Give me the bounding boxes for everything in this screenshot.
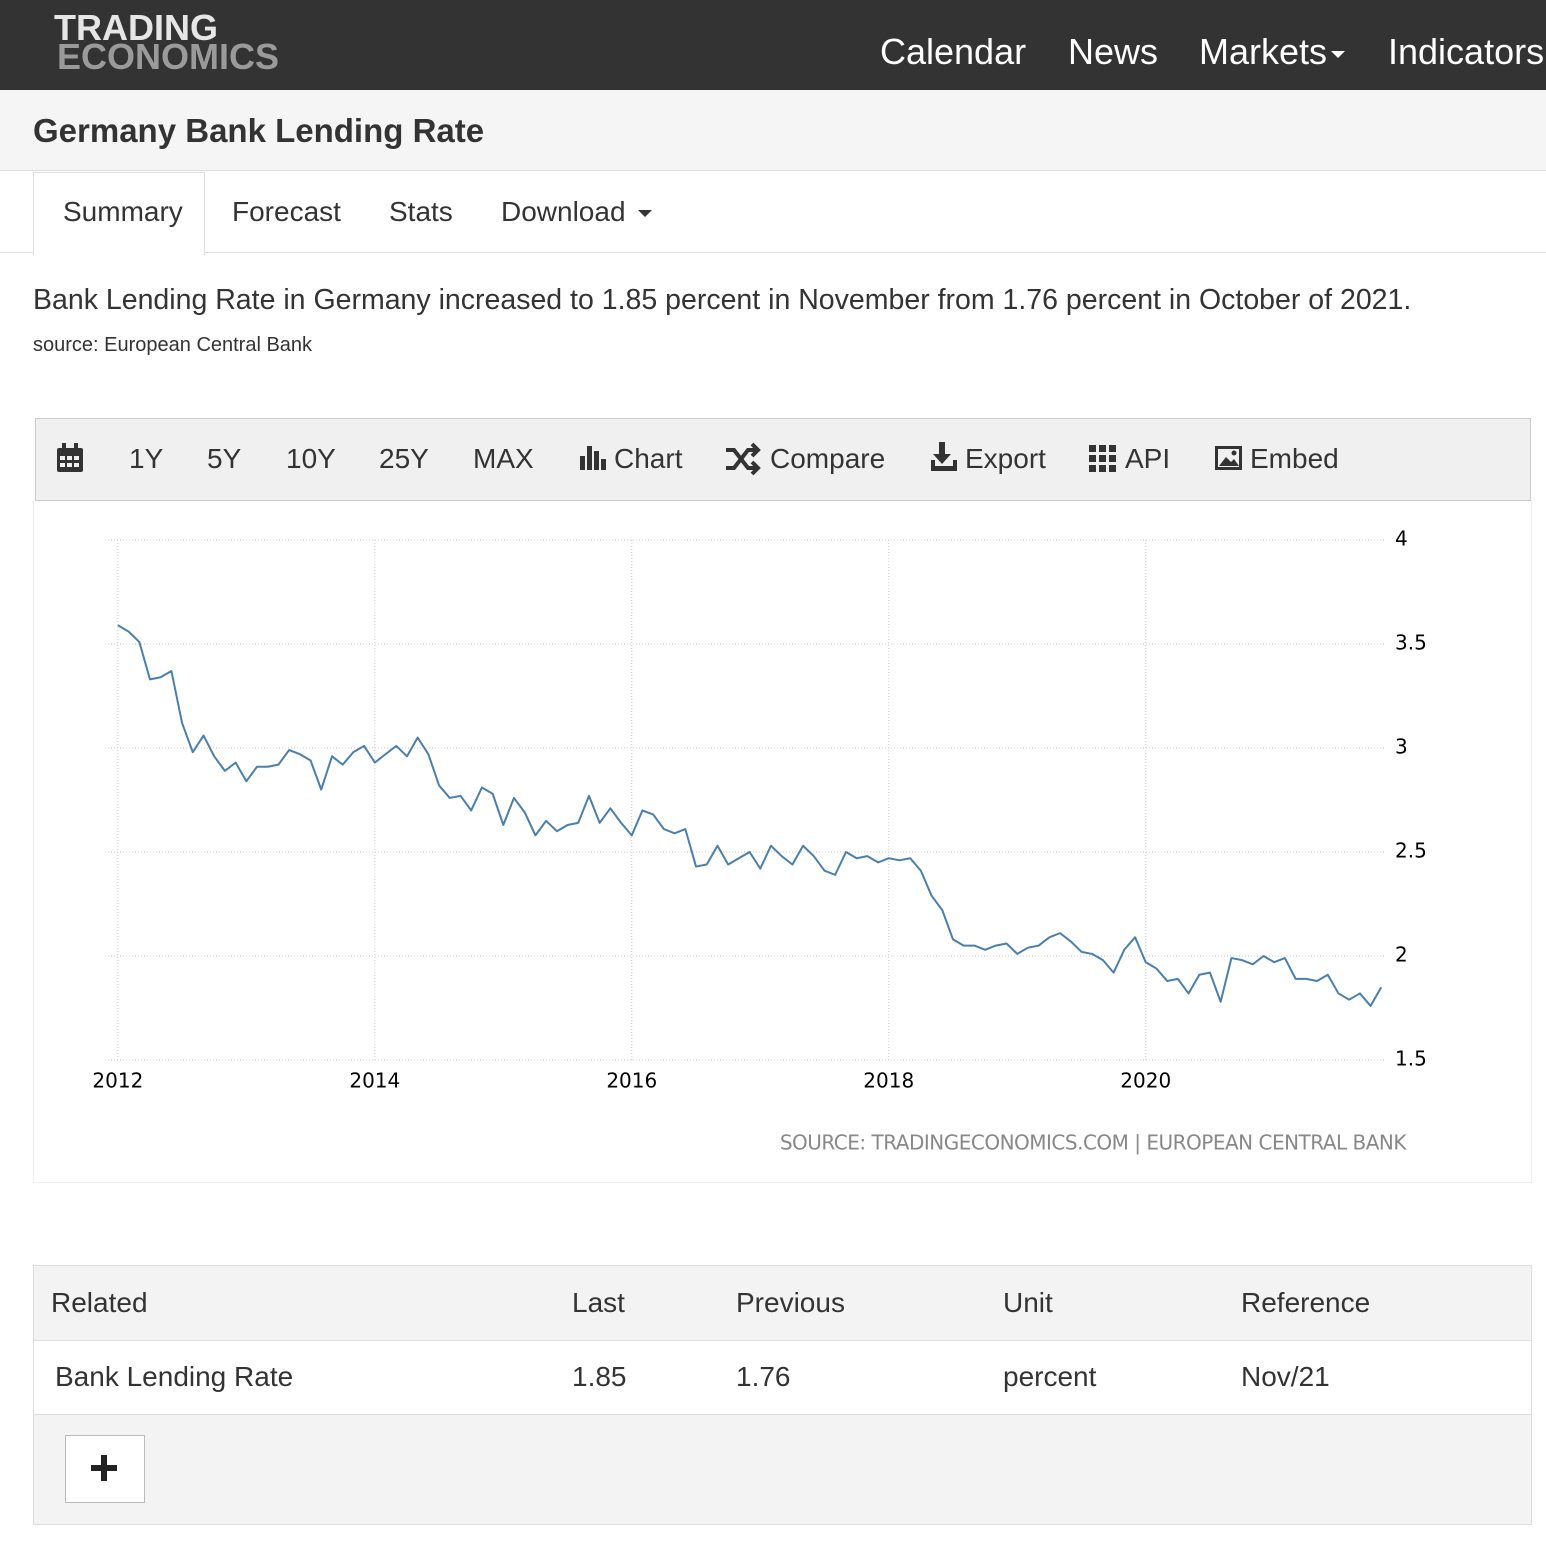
table-header: Related bbox=[51, 1287, 148, 1318]
y-tick-label: 3 bbox=[1395, 735, 1408, 759]
tool-button[interactable]: Chart bbox=[614, 443, 683, 474]
y-tick-label: 4 bbox=[1395, 527, 1408, 551]
range-button[interactable]: 10Y bbox=[286, 443, 336, 474]
x-tick-label: 2020 bbox=[1120, 1069, 1171, 1093]
chart-icon bbox=[580, 446, 606, 470]
chart-credit: SOURCE: TRADINGECONOMICS.COM | EUROPEAN … bbox=[780, 1131, 1408, 1155]
chart: SOURCE: TRADINGECONOMICS.COM | EUROPEAN … bbox=[33, 500, 1532, 1183]
tool-button[interactable]: Embed bbox=[1250, 443, 1339, 474]
active-tab bbox=[33, 172, 205, 255]
nav-link[interactable]: News bbox=[1068, 31, 1159, 72]
nav-link[interactable]: Calendar bbox=[880, 31, 1027, 72]
x-tick-label: 2012 bbox=[92, 1069, 143, 1093]
summary-text: Bank Lending Rate in Germany increased t… bbox=[33, 284, 1412, 316]
title-bar: Germany Bank Lending Rate bbox=[0, 90, 1546, 171]
page-title: Germany Bank Lending Rate bbox=[33, 112, 485, 149]
y-tick-label: 1.5 bbox=[1395, 1047, 1427, 1071]
tab-text: Download bbox=[501, 196, 626, 227]
tabs-line bbox=[0, 252, 1546, 253]
navbar: TRADING ECONOMICS Calendar News Markets … bbox=[0, 0, 1546, 90]
caret bbox=[1331, 50, 1346, 58]
plus-icon bbox=[101, 1455, 107, 1481]
add-button[interactable] bbox=[65, 1435, 145, 1503]
tool-button[interactable]: Compare bbox=[770, 443, 886, 474]
range-button[interactable]: MAX bbox=[473, 443, 534, 474]
tool-button[interactable]: API bbox=[1125, 443, 1171, 474]
data-line bbox=[117, 624, 1383, 1007]
tab[interactable]: Summary bbox=[63, 196, 183, 227]
table-header: Reference bbox=[1241, 1287, 1371, 1318]
table-header: Last bbox=[572, 1287, 625, 1318]
table-cell: 1.85 bbox=[572, 1361, 627, 1392]
nav-link[interactable]: Indicators bbox=[1388, 31, 1545, 72]
table-cell: Nov/21 bbox=[1241, 1361, 1330, 1392]
tool-button[interactable]: Export bbox=[965, 443, 1046, 474]
table-cell[interactable]: Bank Lending Rate bbox=[55, 1361, 294, 1392]
export-icon bbox=[931, 442, 957, 471]
compare-icon bbox=[726, 442, 761, 476]
nav-link[interactable]: Markets bbox=[1199, 31, 1346, 73]
tab[interactable]: Forecast bbox=[232, 196, 341, 227]
table-cell: percent bbox=[1003, 1361, 1097, 1392]
table-header: Previous bbox=[736, 1287, 845, 1318]
range-button[interactable]: 1Y bbox=[129, 443, 164, 474]
table-row-bg bbox=[34, 1340, 1531, 1415]
embed-icon bbox=[1215, 446, 1242, 470]
x-tick-label: 2018 bbox=[863, 1069, 914, 1093]
range-button[interactable]: 5Y bbox=[207, 443, 242, 474]
table-header: Unit bbox=[1003, 1287, 1053, 1318]
nav-link-text: Markets bbox=[1199, 31, 1328, 72]
tab[interactable]: Download bbox=[501, 196, 652, 228]
toolbar-icons bbox=[57, 442, 1242, 476]
x-tick-label: 2014 bbox=[349, 1069, 400, 1093]
caret bbox=[637, 210, 652, 218]
calendar-icon[interactable] bbox=[57, 443, 83, 472]
api-icon bbox=[1089, 445, 1116, 472]
tab[interactable]: Stats bbox=[389, 196, 453, 227]
y-tick-label: 2 bbox=[1395, 943, 1408, 967]
y-tick-label: 2.5 bbox=[1395, 839, 1427, 863]
summary-source: source: European Central Bank bbox=[33, 334, 313, 356]
logo-bottom[interactable]: ECONOMICS bbox=[57, 36, 280, 77]
y-tick-label: 3.5 bbox=[1395, 631, 1427, 655]
logo-top[interactable]: TRADING bbox=[54, 7, 218, 48]
toolbar bbox=[35, 418, 1531, 501]
x-tick-label: 2016 bbox=[606, 1069, 657, 1093]
table-cell: 1.76 bbox=[736, 1361, 791, 1392]
range-button[interactable]: 25Y bbox=[379, 443, 429, 474]
